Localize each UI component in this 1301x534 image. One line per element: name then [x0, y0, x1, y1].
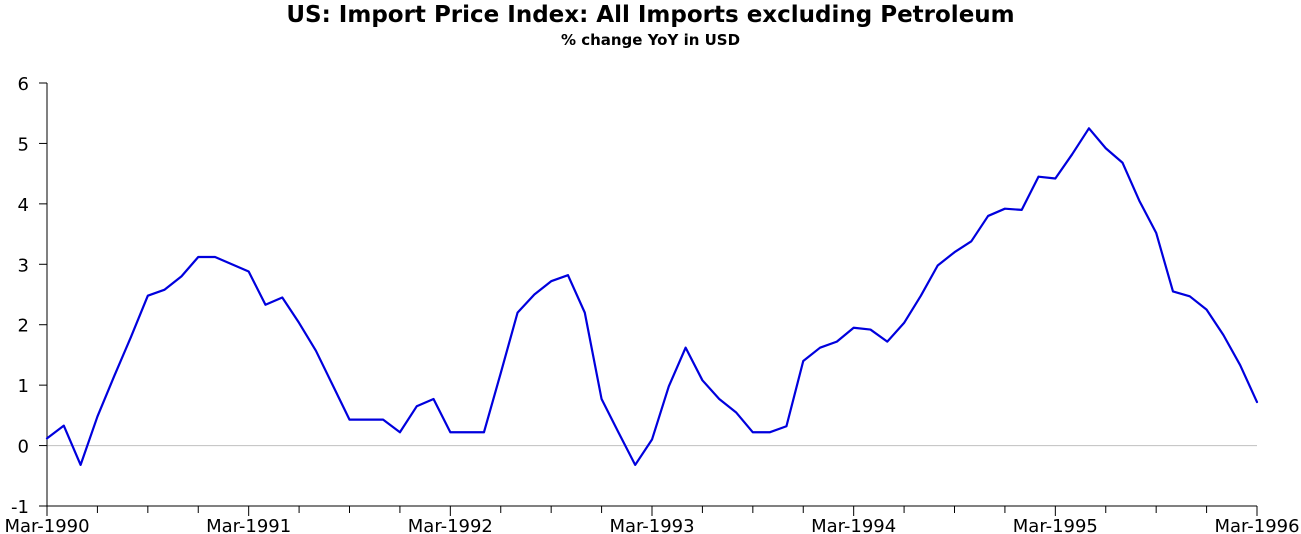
- x-tick-label: Mar-1996: [1214, 516, 1299, 534]
- chart-subtitle: % change YoY in USD: [560, 31, 741, 49]
- y-tick-label: 2: [18, 316, 29, 337]
- y-tick-label: 6: [18, 74, 29, 95]
- y-tick-label: 5: [18, 134, 29, 155]
- y-tick-label: -1: [11, 497, 29, 518]
- x-tick-label: Mar-1995: [1013, 516, 1098, 534]
- y-tick-label: 1: [18, 376, 29, 397]
- y-tick-label: 3: [18, 255, 29, 276]
- x-tick-label: Mar-1993: [609, 516, 694, 534]
- x-tick-label: Mar-1991: [206, 516, 291, 534]
- x-tick-label: Mar-1990: [4, 516, 89, 534]
- y-tick-label: 0: [18, 437, 29, 458]
- y-tick-label: 4: [18, 195, 29, 216]
- series-line: [45, 127, 1259, 467]
- x-tick-label: Mar-1992: [408, 516, 493, 534]
- x-tick-label: Mar-1994: [811, 516, 896, 534]
- chart-title: US: Import Price Index: All Imports excl…: [286, 2, 1015, 28]
